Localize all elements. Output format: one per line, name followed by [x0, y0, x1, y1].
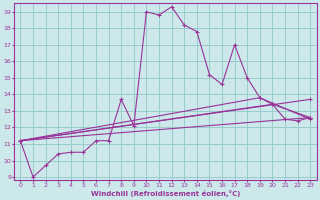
- X-axis label: Windchill (Refroidissement éolien,°C): Windchill (Refroidissement éolien,°C): [91, 190, 240, 197]
